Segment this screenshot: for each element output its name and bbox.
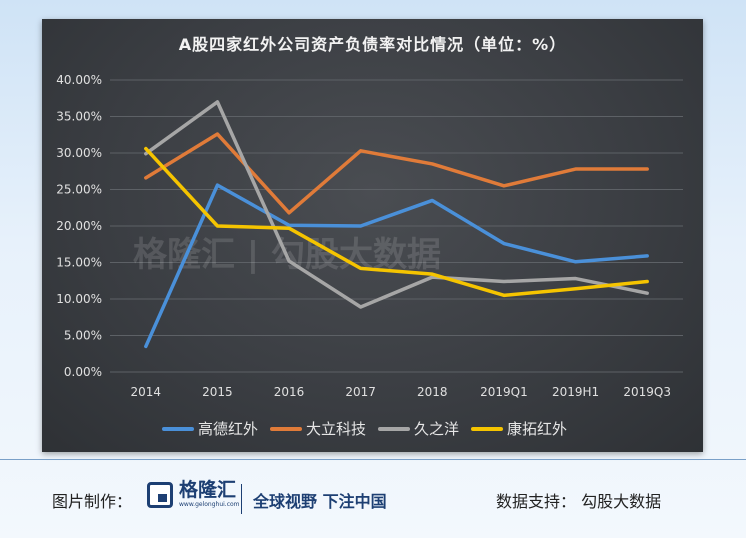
y-tick-label: 5.00%	[64, 329, 102, 343]
x-tick-label: 2017	[345, 385, 376, 399]
slogan: 全球视野 下注中国	[253, 492, 387, 511]
y-tick-label: 30.00%	[56, 146, 102, 160]
line-chart: 0.00% 5.00% 10.00% 15.00% 20.00% 25.00% 30.00%…	[56, 73, 683, 438]
footer-divider	[0, 459, 746, 460]
series-line	[144, 183, 649, 349]
y-tick-label: 20.00%	[56, 219, 102, 233]
logo-separator	[241, 484, 242, 514]
legend-label: 康拓红外	[507, 420, 567, 438]
y-tick-label: 15.00%	[56, 256, 102, 270]
chart-title: A股四家红外公司资产负债率对比情况（单位：%）	[178, 35, 567, 54]
x-tick-label: 2015	[202, 385, 233, 399]
made-by-label: 图片制作：	[52, 492, 133, 511]
x-tick-label: 2014	[131, 385, 162, 399]
x-tick-label: 2016	[274, 385, 305, 399]
x-tick-label: 2019Q3	[623, 385, 671, 399]
series-line	[144, 132, 649, 215]
series-line	[144, 146, 649, 298]
series-line	[144, 100, 649, 309]
data-support: 数据支持： 勾股大数据	[496, 492, 662, 511]
legend-label: 高德红外	[198, 420, 258, 438]
x-tick-label: 2018	[417, 385, 448, 399]
gelonghui-logo: 格隆汇 www.gelonghui.com	[147, 481, 240, 508]
logo-url: www.gelonghui.com	[179, 501, 240, 508]
legend-label: 大立科技	[306, 420, 366, 438]
chart-panel: 0.00% 5.00% 10.00% 15.00% 20.00% 25.00% 30.00%…	[42, 19, 703, 452]
logo-icon	[147, 481, 173, 508]
y-tick-label: 35.00%	[56, 110, 102, 124]
logo-name: 格隆汇	[179, 479, 237, 501]
y-tick-label: 0.00%	[64, 365, 102, 379]
x-tick-label: 2019Q1	[480, 385, 528, 399]
y-tick-label: 40.00%	[56, 73, 102, 87]
y-tick-label: 25.00%	[56, 183, 102, 197]
x-tick-label: 2019H1	[552, 385, 599, 399]
legend-label: 久之洋	[414, 420, 459, 438]
y-tick-label: 10.00%	[56, 292, 102, 306]
